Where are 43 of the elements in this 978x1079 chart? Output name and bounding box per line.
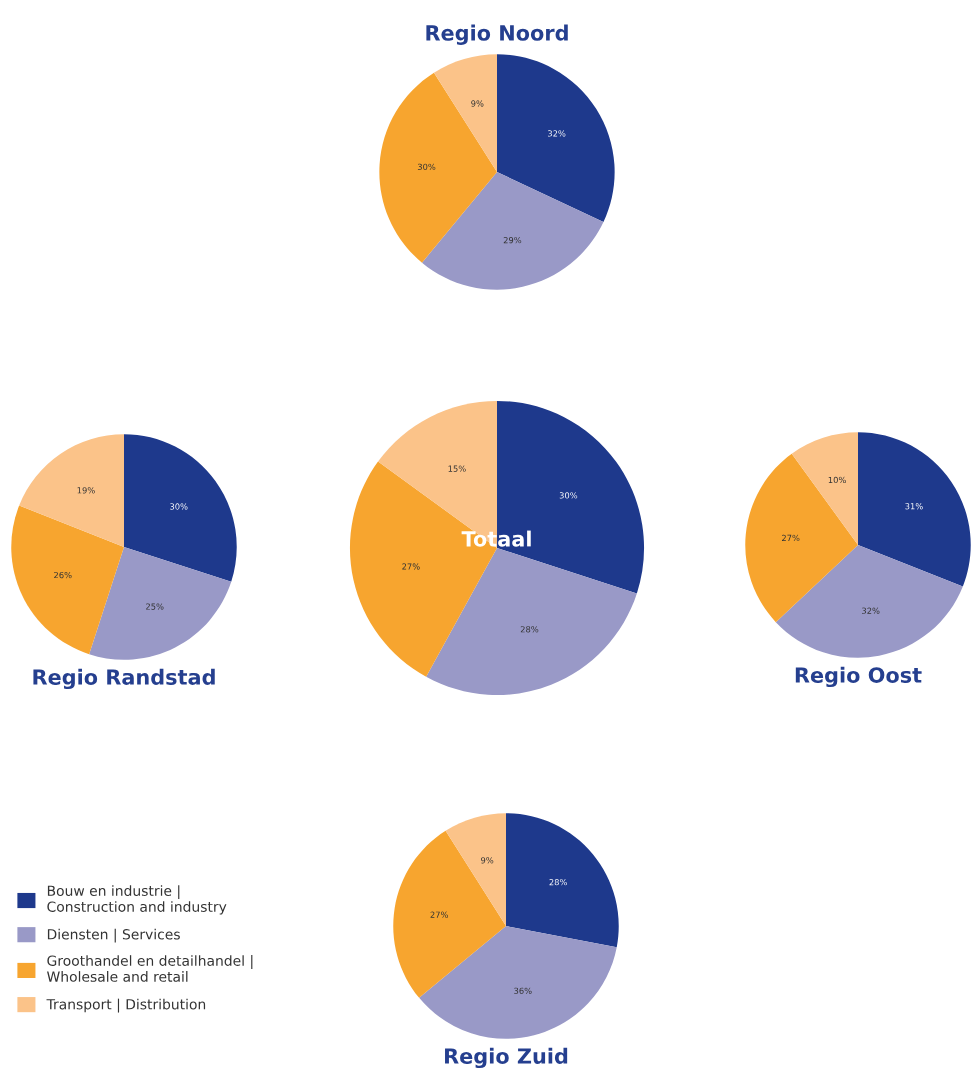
data-label: 25% bbox=[146, 603, 164, 610]
legend-label: Bouw en industrie | Construction and industry bbox=[47, 885, 227, 915]
pie-slice bbox=[858, 432, 971, 587]
data-label: 28% bbox=[520, 626, 539, 633]
pie-slice bbox=[497, 54, 615, 223]
pie-slice bbox=[419, 926, 617, 1039]
data-label: 30% bbox=[170, 503, 188, 510]
pie-slice bbox=[422, 172, 604, 290]
pie-slice bbox=[124, 434, 237, 582]
data-label: 28% bbox=[549, 878, 567, 886]
data-label: 10% bbox=[828, 476, 846, 484]
data-label: 31% bbox=[905, 503, 923, 510]
data-label: 9% bbox=[481, 857, 494, 864]
pie-slice bbox=[745, 453, 858, 623]
data-label: 26% bbox=[54, 571, 72, 579]
pie-slice bbox=[19, 434, 124, 547]
data-label: 32% bbox=[862, 607, 880, 614]
legend-label: Groothandel en detailhandel | Wholesale and retail bbox=[47, 955, 253, 982]
text: Totaal bbox=[461, 530, 531, 547]
data-label: 19% bbox=[77, 487, 95, 494]
data-label: 30% bbox=[417, 163, 436, 170]
data-label: 27% bbox=[782, 534, 800, 542]
text: Regio Oost bbox=[795, 666, 922, 688]
pie-slice bbox=[506, 813, 619, 948]
legend-label: Transport | Distribution bbox=[46, 998, 206, 1013]
data-label: 32% bbox=[547, 130, 566, 137]
pie-slice bbox=[393, 830, 506, 998]
data-label: 27% bbox=[402, 563, 420, 570]
data-label: 9% bbox=[471, 100, 484, 107]
legend-label: Diensten | Services bbox=[47, 928, 180, 943]
data-label: 15% bbox=[448, 465, 466, 472]
data-label: 36% bbox=[514, 987, 532, 994]
text: Regio Randstad bbox=[33, 668, 215, 690]
pie-slice bbox=[426, 548, 637, 696]
pie-slice bbox=[379, 72, 497, 263]
data-label: 27% bbox=[430, 911, 448, 918]
pie-slice bbox=[11, 505, 124, 655]
text: Regio Zuid bbox=[445, 1047, 568, 1069]
data-label: 30% bbox=[559, 492, 578, 499]
chart-title: Regio Noord bbox=[426, 24, 568, 45]
pie-slice bbox=[775, 545, 963, 658]
pie-slice bbox=[89, 547, 232, 660]
data-label: 29% bbox=[503, 237, 522, 244]
